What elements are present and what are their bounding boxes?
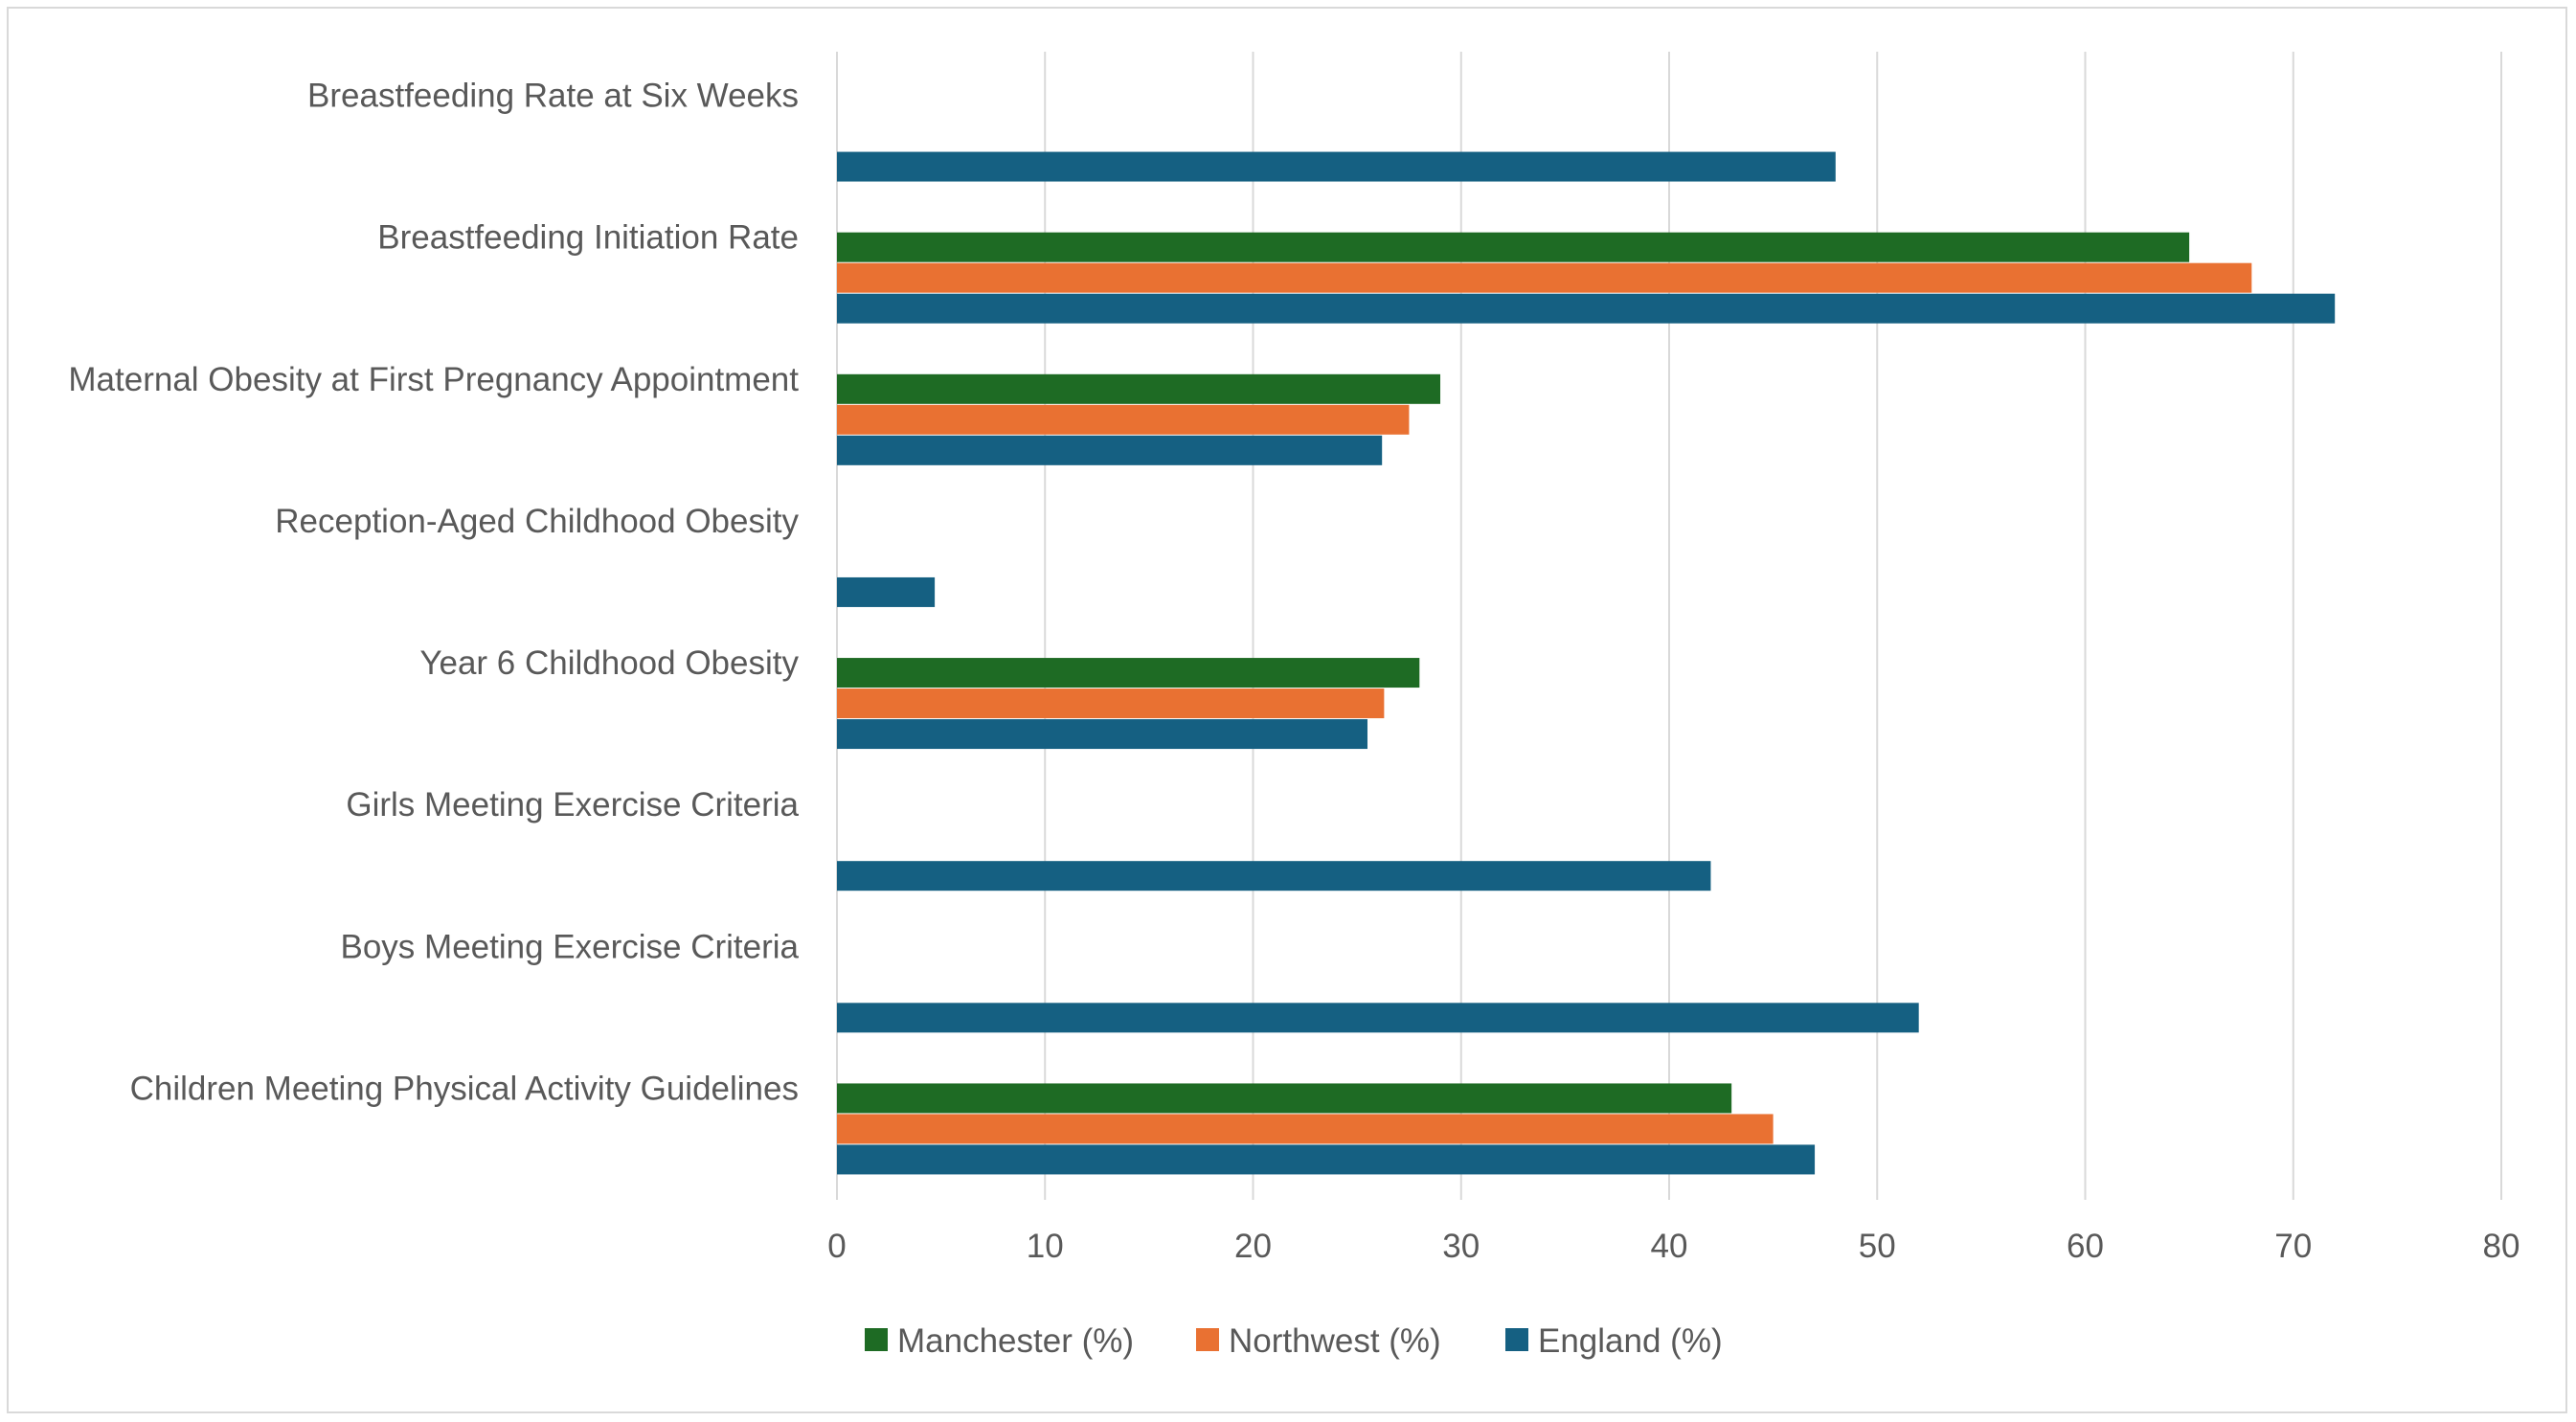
x-tick-label: 40: [1651, 1228, 1688, 1265]
legend: Manchester (%) Northwest (%) England (%): [865, 1322, 1723, 1360]
x-tick-label: 70: [2274, 1228, 2312, 1265]
bar-manchester-year-6-childhood-obesity: [837, 658, 1420, 688]
category-label: Girls Meeting Exercise Criteria: [346, 786, 799, 824]
x-tick-label: 60: [2067, 1228, 2104, 1265]
bar-northwest-children-meeting-physical-activity-guidelines: [837, 1114, 1774, 1144]
bar-england-breastfeeding-rate-at-six-weeks: [837, 151, 1836, 182]
bar-northwest-maternal-obesity-at-first-pregnancy-appointment: [837, 404, 1410, 435]
bar-manchester-children-meeting-physical-activity-guidelines: [837, 1083, 1732, 1114]
x-axis-ticks: 0 10 20 30 40 50 60 70 80: [827, 1228, 2520, 1265]
legend-swatch-manchester: [865, 1328, 888, 1351]
legend-swatch-northwest: [1196, 1328, 1219, 1351]
legend-label-manchester: Manchester (%): [897, 1322, 1134, 1360]
x-tick-label: 50: [1859, 1228, 1896, 1265]
bar-england-maternal-obesity-at-first-pregnancy-appointment: [837, 435, 1383, 465]
x-tick-label: 30: [1442, 1228, 1480, 1265]
bar-england-boys-meeting-exercise-criteria: [837, 1003, 1919, 1033]
bar-england-year-6-childhood-obesity: [837, 719, 1367, 750]
legend-swatch-england: [1505, 1328, 1528, 1351]
bar-england-children-meeting-physical-activity-guidelines: [837, 1144, 1816, 1175]
bar-england-girls-meeting-exercise-criteria: [837, 861, 1711, 892]
legend-label-northwest: Northwest (%): [1229, 1322, 1441, 1360]
category-label: Children Meeting Physical Activity Guide…: [130, 1070, 799, 1107]
bar-manchester-breastfeeding-initiation-rate: [837, 232, 2190, 262]
legend-label-england: England (%): [1538, 1322, 1723, 1360]
category-label: Breastfeeding Initiation Rate: [377, 219, 799, 257]
category-label: Reception-Aged Childhood Obesity: [275, 503, 799, 540]
category-label: Breastfeeding Rate at Six Weeks: [307, 78, 799, 115]
bar-england-reception-aged-childhood-obesity: [837, 576, 936, 607]
x-tick-label: 20: [1234, 1228, 1272, 1265]
category-label: Maternal Obesity at First Pregnancy Appo…: [68, 361, 799, 398]
bar-manchester-maternal-obesity-at-first-pregnancy-appointment: [837, 373, 1441, 404]
x-tick-label: 80: [2483, 1228, 2520, 1265]
category-label: Year 6 Childhood Obesity: [419, 644, 799, 682]
bar-northwest-year-6-childhood-obesity: [837, 688, 1385, 719]
category-labels: Breastfeeding Rate at Six Weeks Breastfee…: [68, 78, 799, 1108]
bar-england-breastfeeding-initiation-rate: [837, 293, 2336, 324]
bars: [837, 151, 2336, 1175]
x-tick-label: 10: [1027, 1228, 1064, 1265]
category-label: Boys Meeting Exercise Criteria: [341, 928, 800, 965]
x-tick-label: 0: [827, 1228, 846, 1265]
bar-northwest-breastfeeding-initiation-rate: [837, 262, 2252, 293]
